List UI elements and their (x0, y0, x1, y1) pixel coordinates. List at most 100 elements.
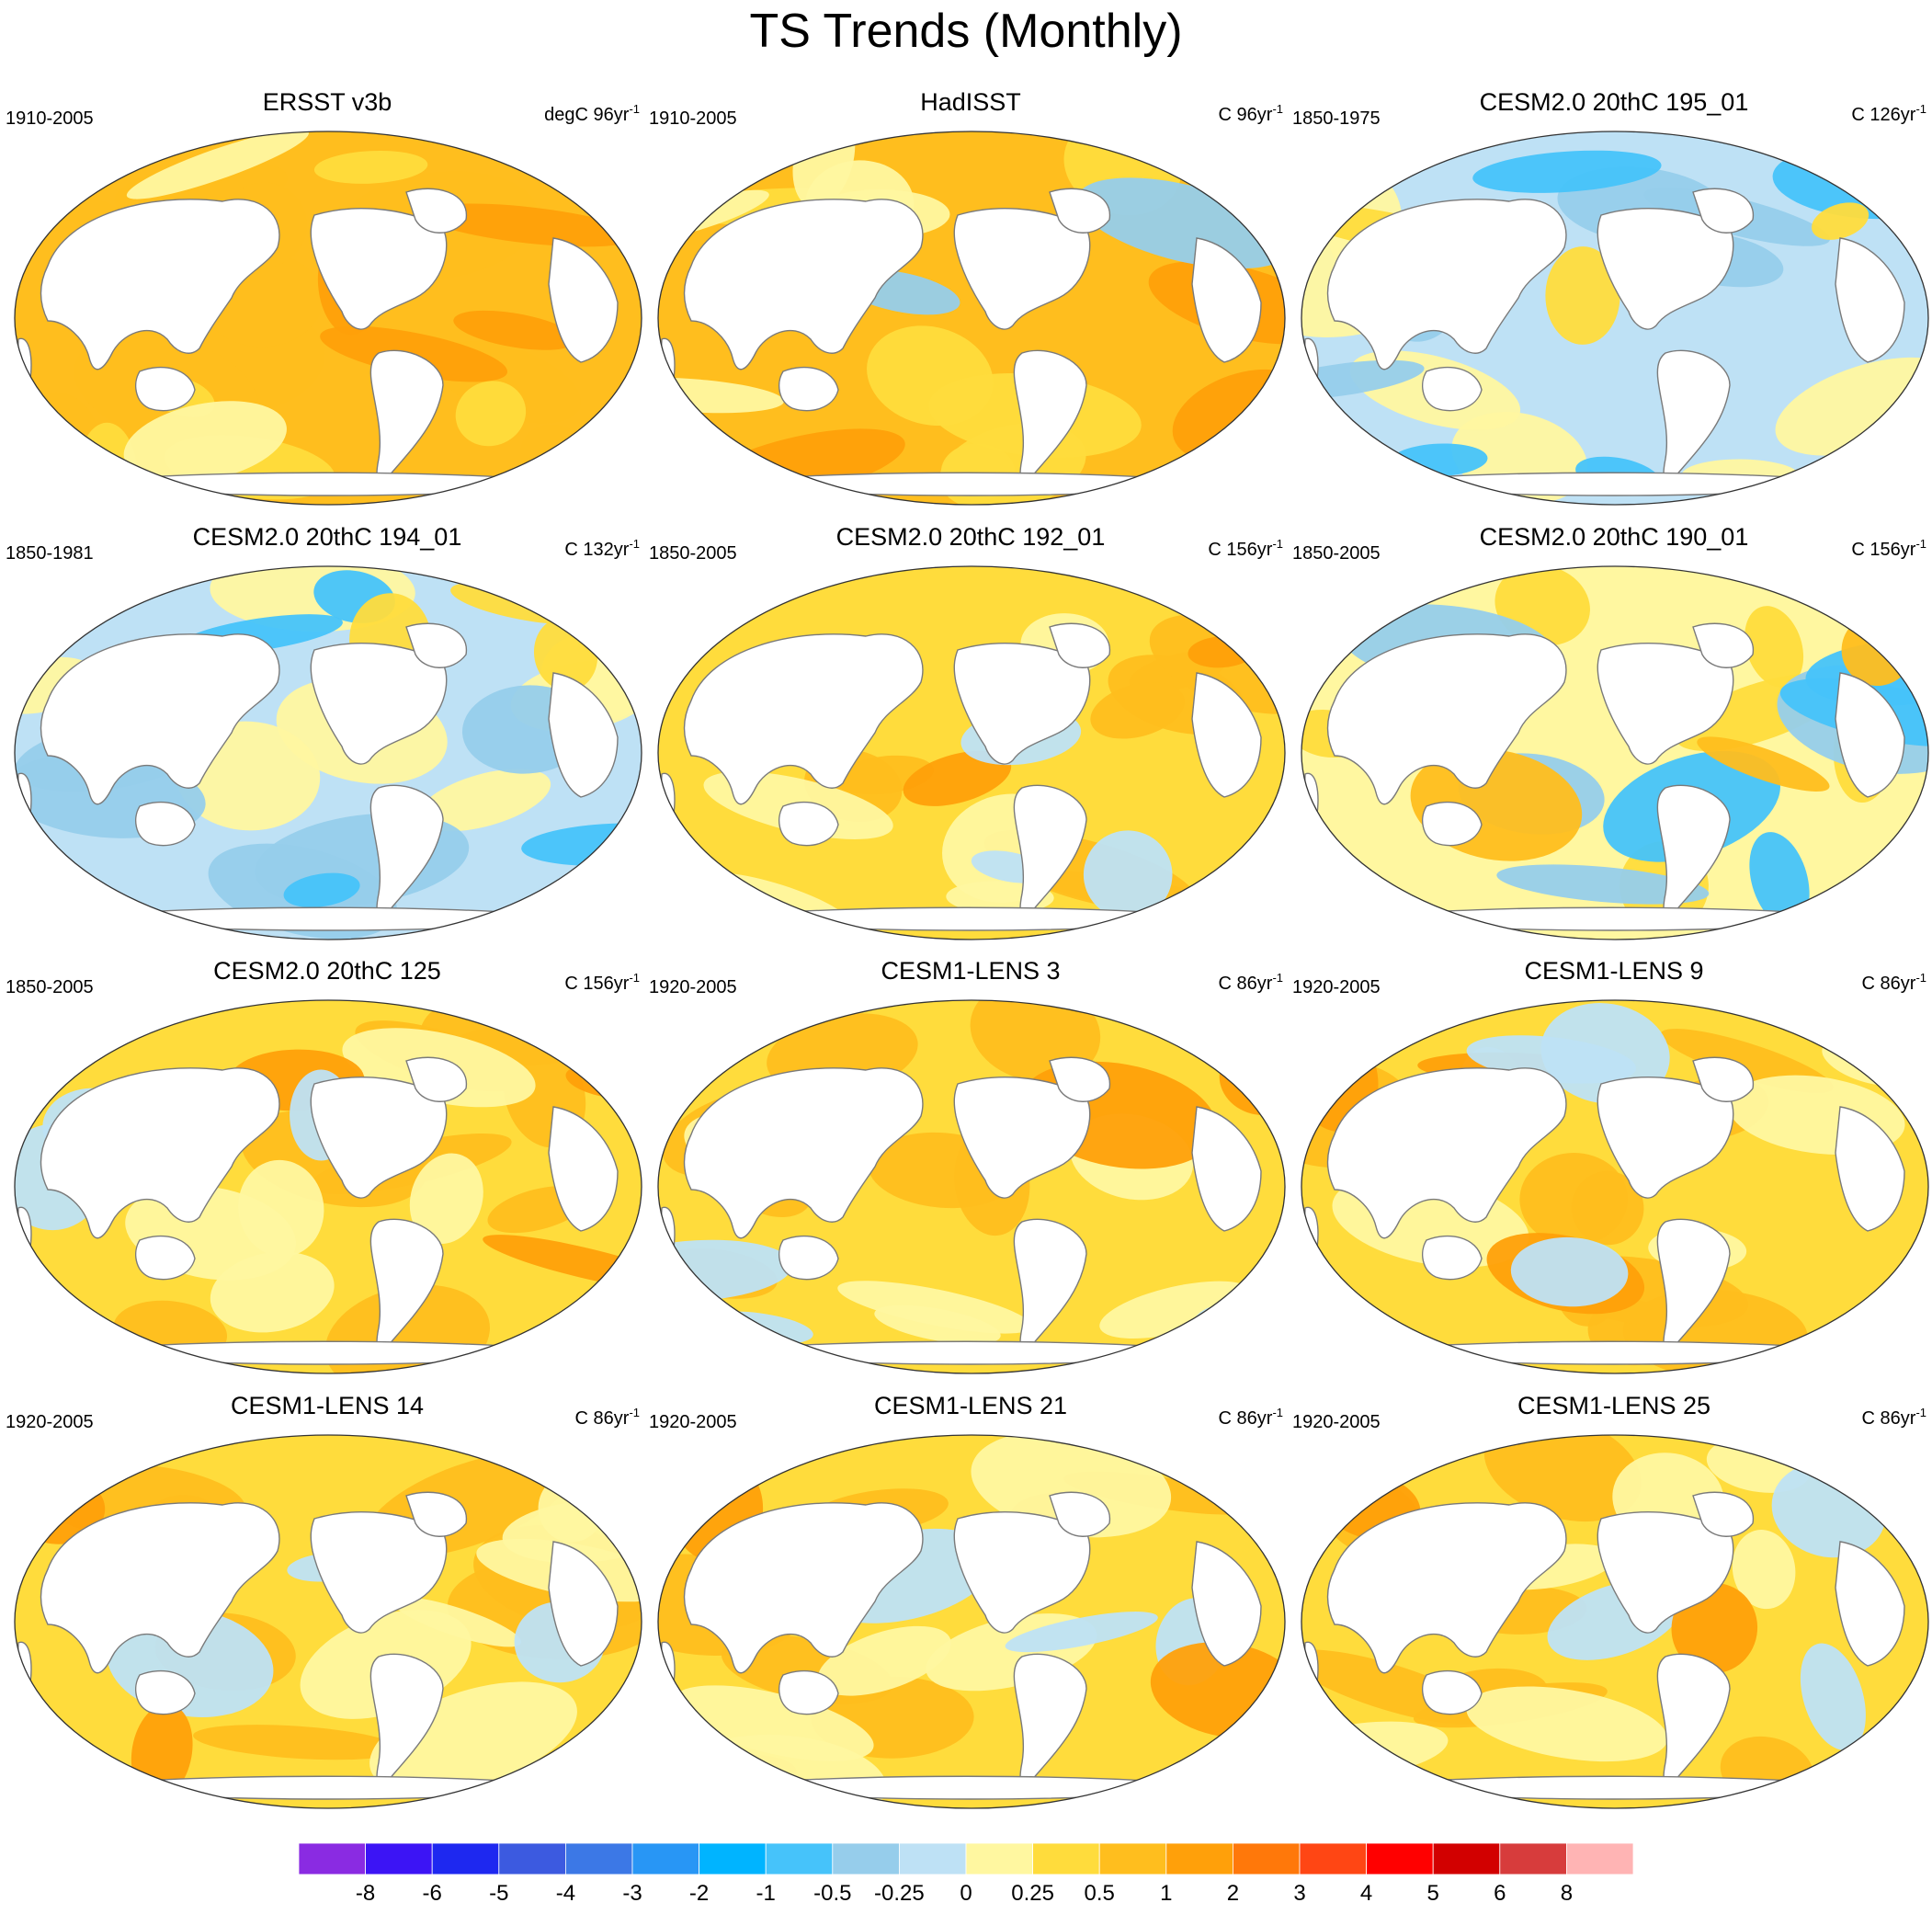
colorbar-tick-labels: -8 -6 -5 -4 -3 -2 -1 -0.5 -0.25 0 0.25 0.5 1 2 3 4 5 6 8 (299, 1881, 1633, 1908)
colorbar-tick-label: 3 (1293, 1881, 1306, 1906)
colorbar-tick-label: 8 (1560, 1881, 1574, 1906)
colorbar-tick-label: -5 (489, 1881, 509, 1906)
robinson-map (657, 565, 1286, 940)
colorbar-tick-label: -0.25 (874, 1881, 925, 1906)
panel-period: 1850-2005 (1292, 543, 1381, 564)
panel-units: C 156yr-1 (564, 971, 640, 994)
panel-period: 1850-1975 (1292, 108, 1381, 129)
colorbar-swatch (1432, 1843, 1501, 1874)
map-panel: CESM1-LENS 9 1920-2005 C 86yr-1 (1292, 956, 1932, 1388)
panel-title: HadISST (920, 88, 1021, 116)
robinson-map (14, 999, 642, 1374)
colorbar-tick-label: 1 (1160, 1881, 1173, 1906)
panel-units: C 156yr-1 (1208, 537, 1283, 560)
colorbar-swatch (965, 1843, 1033, 1874)
map-panel: CESM2.0 20thC 194_01 1850-1981 C 132yr-1 (6, 522, 649, 954)
panel-title: CESM1-LENS 14 (230, 1392, 425, 1419)
panel-title: CESM1-LENS 21 (873, 1392, 1068, 1419)
colorbar-swatch (1165, 1843, 1233, 1874)
colorbar-swatch (699, 1843, 767, 1874)
robinson-map (657, 131, 1286, 506)
colorbar-tick-label: -3 (622, 1881, 642, 1906)
robinson-map (14, 131, 642, 506)
panel-title: CESM2.0 20thC 195_01 (1479, 88, 1749, 116)
panel-units: degC 96yr-1 (544, 102, 640, 125)
colorbar-tick-label: 0 (960, 1881, 972, 1906)
panel-period: 1910-2005 (6, 108, 94, 129)
colorbar-swatch (1299, 1843, 1367, 1874)
map-panel: HadISST 1910-2005 C 96yr-1 (649, 87, 1292, 519)
colorbar-tick-label: 0.5 (1084, 1881, 1115, 1906)
panel-period: 1920-2005 (1292, 1412, 1381, 1432)
colorbar-tick-label: 5 (1426, 1881, 1439, 1906)
panel-period: 1850-2005 (6, 977, 94, 997)
panel-units: C 86yr-1 (1861, 971, 1926, 994)
colorbar-tick-label: -2 (688, 1881, 710, 1906)
map-panel: CESM2.0 20thC 190_01 1850-2005 C 156yr-1 (1292, 522, 1932, 954)
panel-units: C 86yr-1 (1861, 1406, 1926, 1429)
colorbar-tick-label: -6 (422, 1881, 442, 1906)
colorbar-tick-label: 0.25 (1011, 1881, 1054, 1906)
colorbar-tick-label: -4 (555, 1881, 576, 1906)
map-panel: CESM1-LENS 3 1920-2005 C 86yr-1 (649, 956, 1292, 1388)
figure-title: TS Trends (Monthly) (749, 5, 1183, 58)
map-panel: CESM1-LENS 25 1920-2005 C 86yr-1 (1292, 1391, 1932, 1823)
panel-period: 1920-2005 (649, 977, 737, 997)
map-panel: CESM2.0 20thC 192_01 1850-2005 C 156yr-1 (649, 522, 1292, 954)
colorbar-tick-label: -0.5 (813, 1881, 852, 1906)
colorbar-tick-label: 6 (1494, 1881, 1506, 1906)
map-panel: CESM1-LENS 21 1920-2005 C 86yr-1 (649, 1391, 1292, 1823)
robinson-map (657, 1434, 1286, 1809)
panel-units: C 156yr-1 (1851, 537, 1926, 560)
panel-period: 1920-2005 (6, 1412, 94, 1432)
map-panel: CESM1-LENS 14 1920-2005 C 86yr-1 (6, 1391, 649, 1823)
colorbar-swatch (564, 1843, 633, 1874)
colorbar-tick-label: -8 (355, 1881, 376, 1906)
panel-units: C 86yr-1 (1218, 1406, 1283, 1429)
colorbar-swatch (899, 1843, 967, 1874)
robinson-map (14, 565, 642, 940)
colorbar-swatch (1566, 1843, 1633, 1874)
colorbar-swatch (1098, 1843, 1167, 1874)
colorbar-swatch (765, 1843, 834, 1874)
map-panel: CESM2.0 20thC 195_01 1850-1975 C 126yr-1 (1292, 87, 1932, 519)
robinson-map (1301, 131, 1929, 506)
robinson-map (657, 999, 1286, 1374)
colorbar-tick-label: 2 (1226, 1881, 1240, 1906)
colorbar-swatch (1233, 1843, 1301, 1874)
robinson-map (14, 1434, 642, 1809)
panel-units: C 132yr-1 (564, 537, 640, 560)
colorbar-swatch (431, 1843, 500, 1874)
panel-units: C 96yr-1 (1218, 102, 1283, 125)
robinson-map (1301, 1434, 1929, 1809)
panel-period: 1920-2005 (649, 1412, 737, 1432)
panel-title: CESM1-LENS 3 (881, 957, 1061, 985)
panel-title: CESM2.0 20thC 194_01 (192, 523, 462, 551)
colorbar-swatch (631, 1843, 699, 1874)
panel-title: CESM2.0 20thC 192_01 (835, 523, 1106, 551)
colorbar-tick-label: 4 (1359, 1881, 1373, 1906)
map-panel: ERSST v3b 1910-2005 degC 96yr-1 (6, 87, 649, 519)
panel-title: CESM1-LENS 25 (1517, 1392, 1711, 1419)
panel-period: 1850-2005 (649, 543, 737, 564)
panel-period: 1920-2005 (1292, 977, 1381, 997)
panel-title: CESM2.0 20thC 125 (213, 957, 441, 985)
robinson-map (1301, 565, 1929, 940)
panel-period: 1910-2005 (649, 108, 737, 129)
colorbar-tick-label: -1 (756, 1881, 776, 1906)
robinson-map (1301, 999, 1929, 1374)
panel-period: 1850-1981 (6, 543, 94, 564)
colorbar-swatch (832, 1843, 900, 1874)
panel-units: C 86yr-1 (574, 1406, 640, 1429)
colorbar-swatch (1499, 1843, 1567, 1874)
panel-title: CESM2.0 20thC 190_01 (1479, 523, 1749, 551)
colorbar (299, 1843, 1633, 1874)
colorbar-swatch (498, 1843, 566, 1874)
colorbar-swatch (1366, 1843, 1434, 1874)
panel-units: C 86yr-1 (1218, 971, 1283, 994)
panel-title: ERSST v3b (262, 88, 392, 116)
colorbar-swatch (1032, 1843, 1100, 1874)
colorbar-swatch (299, 1843, 366, 1874)
colorbar-swatch (365, 1843, 433, 1874)
panel-units: C 126yr-1 (1851, 102, 1926, 125)
